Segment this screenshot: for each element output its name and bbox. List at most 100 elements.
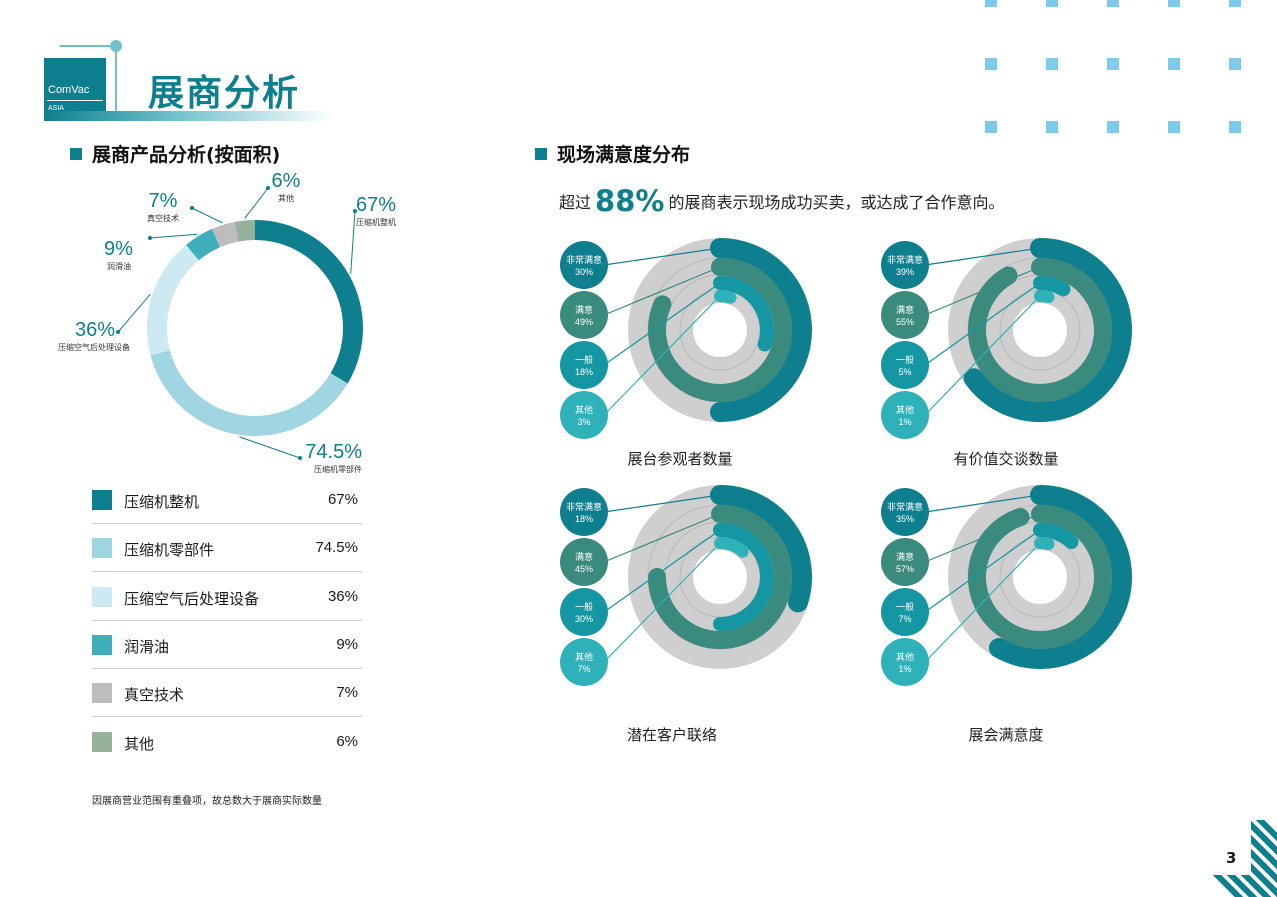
bubble-category-label: 一般	[896, 354, 914, 366]
callout-67-pct: 67%	[355, 194, 396, 216]
donut-slice	[150, 350, 348, 436]
bubble-leader-line	[924, 494, 1041, 513]
intro-after: 的展商表示现场成功买卖，或达成了合作意向。	[668, 193, 1005, 212]
donut-leader-dot	[116, 330, 120, 334]
radial-bar	[968, 505, 1112, 649]
radial-title-leads: 潜在客户联络	[626, 726, 717, 744]
callout-6-pct: 6%	[271, 170, 301, 192]
satisfaction-intro: 超过 88% 的展商表示现场成功买卖，或达成了合作意向。	[559, 184, 1004, 218]
callout-7: 7% 真空技术	[140, 190, 186, 224]
decorative-dot-grid	[985, 0, 1241, 133]
bubble-category-label: 其他	[575, 651, 593, 663]
satisfaction-radial-charts: 非常满意30%满意49%一般18%其他3%非常满意39%满意55%一般5%其他1…	[560, 238, 1132, 686]
donut-slice	[212, 221, 239, 248]
category-bubble	[881, 241, 929, 289]
radial-bar	[648, 505, 792, 649]
logo-accent-lines	[60, 40, 122, 116]
logo-text-sub: ASIA	[48, 105, 64, 112]
donut-leader-line	[149, 233, 198, 239]
bubble-value-label: 49%	[575, 317, 593, 327]
callout-9-label: 润滑油	[107, 262, 131, 271]
decorative-square	[1046, 0, 1058, 7]
radial-bar	[648, 258, 792, 402]
category-bubble	[881, 538, 929, 586]
product-donut-chart	[116, 186, 363, 460]
bubble-leader-line	[603, 542, 721, 663]
decorative-square	[1046, 58, 1058, 70]
bubble-leader-line	[924, 513, 1041, 563]
bubble-leader-line	[924, 529, 1041, 613]
callout-7-label: 真空技术	[147, 214, 179, 223]
callout-74-5-pct: 74.5%	[305, 441, 362, 463]
radial-bar	[968, 258, 1112, 402]
bubble-category-label: 非常满意	[887, 254, 923, 266]
section-title-product: 展商产品分析(按面积)	[70, 140, 280, 167]
footnote: 因展商营业范围有重叠项，故总数大于展商实际数量	[92, 796, 322, 807]
bubble-category-label: 满意	[575, 551, 593, 563]
radial-center-hole	[693, 550, 747, 604]
radial-center-hole	[1013, 303, 1067, 357]
legend-value: 6%	[336, 733, 358, 750]
bubble-value-label: 7%	[898, 614, 911, 624]
legend-row: 压缩机零部件 74.5%	[92, 524, 362, 572]
donut-leader-line	[191, 207, 223, 224]
logo-text-main: ComVac	[48, 84, 90, 96]
donut-leader-dot	[266, 186, 270, 190]
donut-leader-dot	[148, 236, 152, 240]
radial-bar	[989, 485, 1132, 669]
callout-9: 9% 润滑油	[104, 238, 154, 272]
bubble-value-label: 55%	[896, 317, 914, 327]
legend-swatch	[92, 683, 112, 703]
legend-value: 74.5%	[315, 539, 358, 556]
decorative-square	[1168, 121, 1180, 133]
donut-leader-line	[350, 210, 356, 274]
category-bubble	[881, 588, 929, 636]
legend-row: 真空技术 7%	[92, 669, 362, 717]
callout-74-5: 74.5% 压缩机零部件	[290, 441, 362, 475]
page-title: 展商分析	[148, 73, 301, 114]
bubble-value-label: 5%	[898, 367, 911, 377]
callout-6: 6% 其他	[264, 170, 308, 204]
category-bubble	[560, 391, 608, 439]
bubble-category-label: 满意	[896, 551, 914, 563]
bubble-value-label: 30%	[575, 614, 593, 624]
decorative-square	[1107, 121, 1119, 133]
bubble-value-label: 7%	[577, 664, 590, 674]
donut-leader-line	[244, 187, 269, 219]
donut-slice	[147, 244, 199, 356]
radial-center-hole	[1013, 550, 1067, 604]
bubble-category-label: 非常满意	[566, 501, 602, 513]
callout-74-5-label: 压缩机零部件	[314, 465, 362, 474]
donut-leader-dot	[190, 206, 194, 210]
category-bubble	[560, 538, 608, 586]
bubble-value-label: 57%	[896, 564, 914, 574]
bubble-value-label: 18%	[575, 514, 593, 524]
callout-67: 67% 压缩机整机	[330, 194, 396, 228]
donut-leader-line	[239, 436, 301, 459]
bubble-value-label: 30%	[575, 267, 593, 277]
bubble-value-label: 1%	[898, 664, 911, 674]
category-bubble	[560, 291, 608, 339]
legend-swatch	[92, 490, 112, 510]
decorative-square	[1107, 0, 1119, 7]
radial-bar	[1034, 290, 1055, 304]
comvac-logo: ComVac ASIA	[44, 58, 106, 120]
bubble-value-label: 18%	[575, 367, 593, 377]
radial-bar	[713, 276, 774, 352]
radial-center-hole	[693, 303, 747, 357]
radial-title-conversations: 有价值交谈数量	[953, 450, 1059, 468]
bubble-leader-line	[603, 513, 721, 563]
category-bubble	[560, 488, 608, 536]
bubble-value-label: 45%	[575, 564, 593, 574]
callout-67-label: 压缩机整机	[356, 218, 396, 227]
donut-leader-dot	[353, 209, 357, 213]
corner-stripe-decoration	[1196, 820, 1277, 897]
decorative-square	[1229, 58, 1241, 70]
legend-value: 67%	[327, 491, 358, 508]
decorative-square	[1229, 121, 1241, 133]
radial-title-visitors: 展台参观者数量	[627, 450, 733, 468]
donut-slice	[186, 228, 220, 261]
bubble-category-label: 非常满意	[566, 254, 602, 266]
bubble-category-label: 一般	[896, 601, 914, 613]
legend-swatch	[92, 587, 112, 607]
